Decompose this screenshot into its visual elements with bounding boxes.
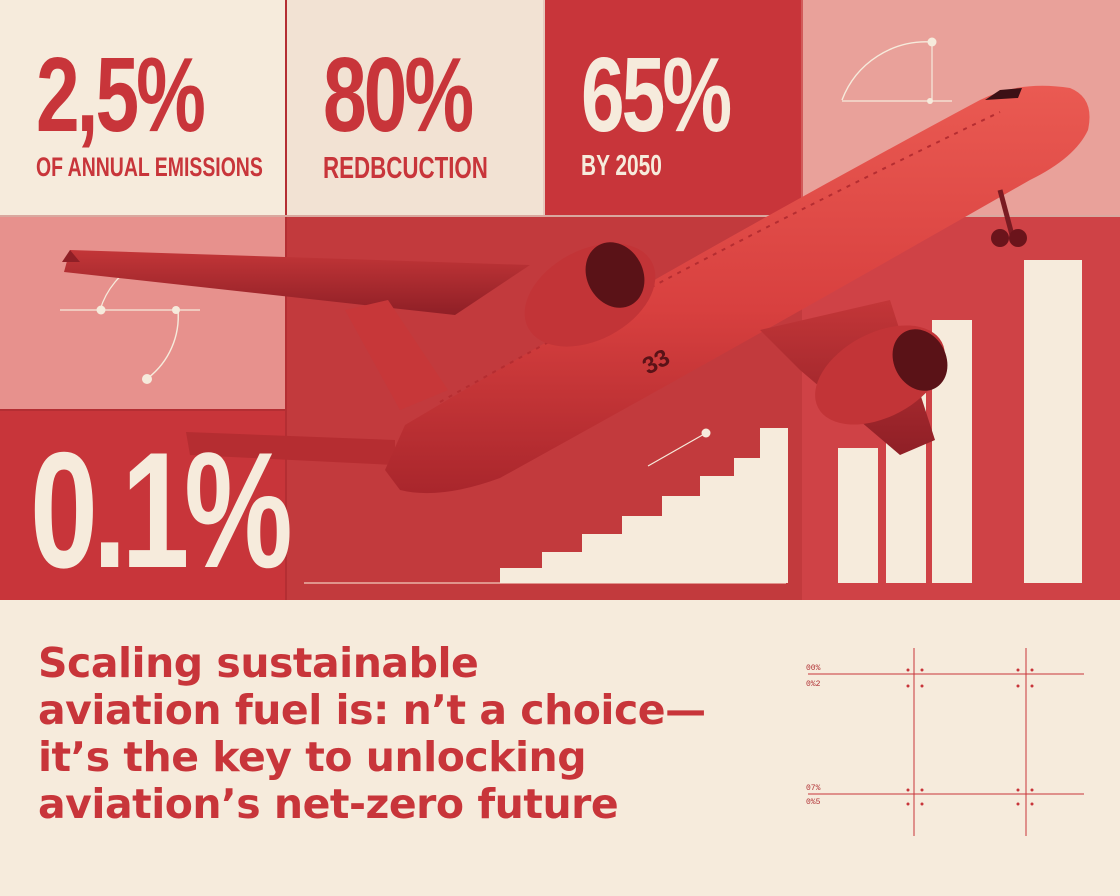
headline-line: Scaling sustainable [38, 639, 479, 687]
table-row-label: 0%5 [806, 798, 821, 807]
stat-emissions-caption: OF ANNUAL EMISSIONS [36, 152, 263, 182]
airplane-illustration: 33 [62, 85, 1090, 494]
stat-2050-value: 65% [581, 36, 732, 154]
headline-line: aviation’s net-zero future [38, 780, 619, 828]
grid-lines [0, 0, 1120, 600]
mini-table-grid [808, 648, 1084, 836]
stat-emissions-value: 2,5% [36, 36, 206, 154]
stat-reduction-caption: REDBCUCTION [323, 150, 488, 185]
table-row-label: 00% [806, 664, 821, 673]
decorative-arc-top-right [841, 37, 952, 104]
stat-reduction-value: 80% [323, 36, 474, 154]
headline: Scaling sustainable aviation fuel is: n’… [38, 640, 798, 828]
table-row-label: 0%2 [806, 680, 821, 689]
stat-fuel-share-value: 0.1% [30, 418, 293, 602]
tile-reduction [286, 0, 544, 216]
tile-emissions [0, 0, 286, 216]
headline-line: aviation fuel is: n’t a choice— [38, 686, 706, 734]
tile-2050 [544, 0, 802, 216]
stat-2050-caption: BY 2050 [581, 150, 662, 182]
decorative-arc-mid-left [60, 261, 200, 384]
table-row-label: 07% [806, 784, 821, 793]
headline-line: it’s the key to unlocking [38, 733, 587, 781]
